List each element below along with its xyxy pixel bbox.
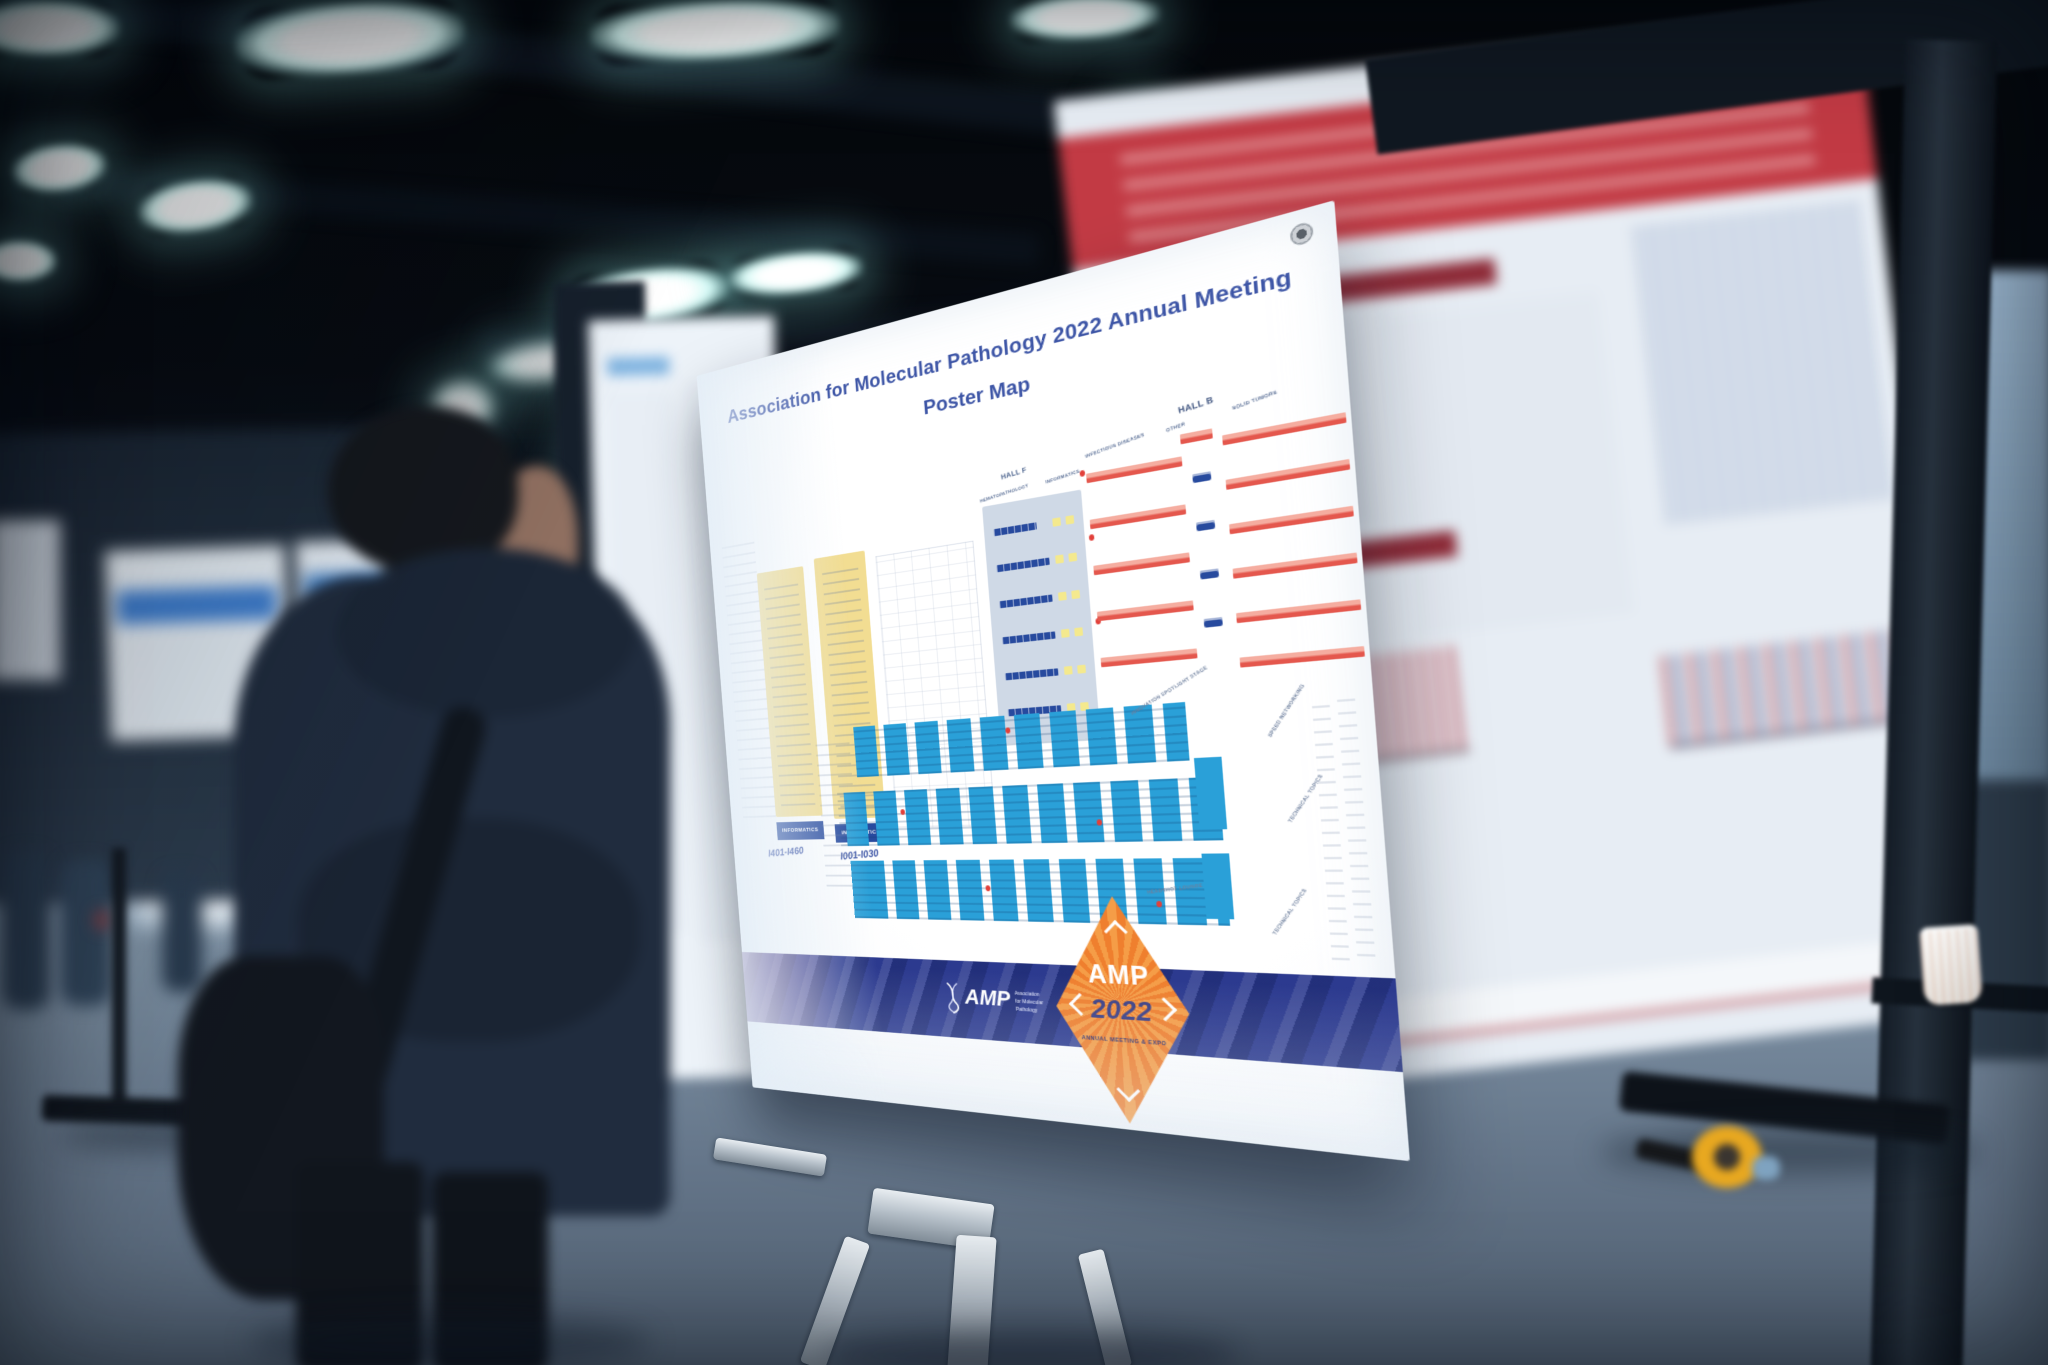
map-faint-diagram [875, 540, 996, 829]
amp-org-line: Association [1014, 990, 1040, 999]
hall-b-col-header: OTHER [1165, 420, 1186, 434]
dna-helix-icon [942, 981, 964, 1015]
ceiling-light [0, 240, 57, 282]
poster-row-band [850, 857, 1231, 926]
body-text-col [1379, 290, 1635, 634]
mini-bar-chart [1654, 577, 1920, 749]
poster-header-band [607, 356, 670, 377]
paper-cup [1919, 924, 1983, 1006]
hall-f-col-header: INFORMATICS [1044, 468, 1081, 485]
attendee-leg [296, 1162, 424, 1365]
easel-shadow [820, 1330, 1240, 1365]
poster-row-block [1193, 756, 1228, 830]
tape-roll-part [1752, 1156, 1780, 1180]
technical-topics-label: TECHNICAL TOPICS [1271, 887, 1308, 936]
hall-f-panel [982, 489, 1101, 745]
background-poster [0, 520, 60, 680]
distant-person [96, 912, 108, 928]
hall-f-label: HALL F [1000, 466, 1028, 482]
informatics-column-footer: INFORMATICS [776, 819, 825, 841]
distant-person [2, 852, 50, 1010]
attendee-hair [328, 406, 518, 574]
distant-person [60, 860, 112, 1006]
attendee-leg [432, 1172, 548, 1365]
amp-org-line: Pathology [1015, 1006, 1038, 1014]
attendee-hood [336, 548, 636, 718]
amp-2022-badge: AMP 2022 ANNUAL MEETING & EXPO [1048, 896, 1199, 1131]
chevron-up-icon [1104, 920, 1128, 944]
amp-logo: AMP Association for Molecular Pathology [941, 973, 1058, 1031]
poster-range-label: I401-I460 [767, 845, 805, 860]
stand-pole [112, 848, 126, 1106]
speed-networking-label: SPEED NETWORKING [1266, 683, 1306, 739]
data-table [1631, 200, 1894, 525]
attendee-shadow [250, 1316, 650, 1365]
grommet [1289, 220, 1314, 248]
hall-b-col-header: INFECTIOUS DISEASES [1084, 431, 1145, 459]
amp-org-line: for Molecular [1015, 998, 1044, 1007]
distant-person [162, 872, 202, 992]
amp-logo-text: AMP [963, 984, 1012, 1012]
hall-b-col-header: SOLID TUMORS [1231, 389, 1278, 412]
hall-b-label: HALL B [1177, 394, 1215, 416]
poster-row-block [1201, 853, 1235, 920]
attendee [178, 400, 670, 1365]
tape-roll [1692, 1126, 1762, 1188]
far-right-dark [1964, 780, 2048, 1060]
ceiling-light [0, 0, 120, 56]
chevron-down-icon [1116, 1078, 1140, 1102]
